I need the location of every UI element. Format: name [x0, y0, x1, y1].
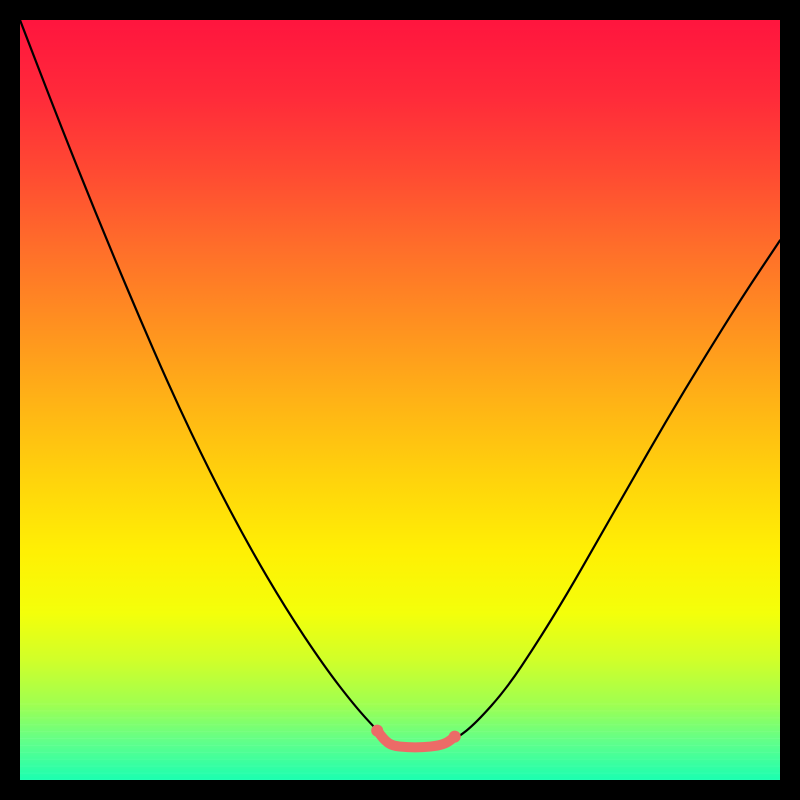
highlight-endpoint-marker: [449, 731, 461, 743]
highlight-endpoint-marker: [371, 725, 383, 737]
plot-area: TheBottleneck.com: [20, 20, 780, 780]
gradient-background: [20, 20, 780, 780]
chart-frame: TheBottleneck.com: [0, 0, 800, 800]
bottleneck-chart: [20, 20, 780, 780]
